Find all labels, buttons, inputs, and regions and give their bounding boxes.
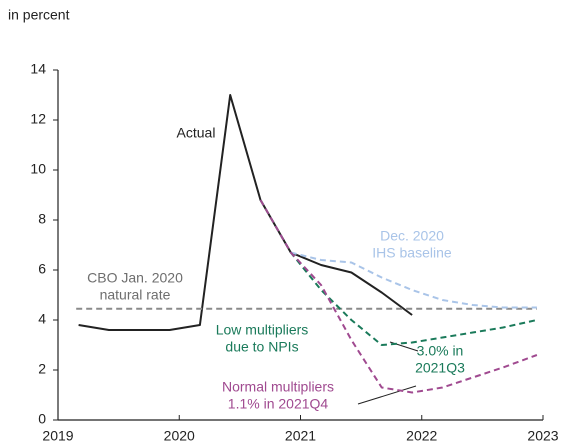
annotation: 2021Q3	[415, 360, 465, 376]
annotation: Normal multipliers	[222, 379, 334, 395]
y-tick-label: 10	[30, 161, 46, 177]
y-tick-label: 4	[38, 311, 46, 327]
annotation: 3.0% in	[417, 343, 464, 359]
x-tick-label: 2022	[406, 428, 437, 444]
annotation: 1.1% in 2021Q4	[228, 396, 329, 412]
y-tick-label: 14	[30, 61, 46, 77]
annotation: natural rate	[100, 287, 171, 303]
x-tick-label: 2020	[164, 428, 195, 444]
series-line	[259, 199, 538, 394]
y-tick-label: 12	[30, 111, 46, 127]
annotation: IHS baseline	[372, 245, 452, 261]
y-tick-label: 0	[38, 411, 46, 427]
axis-label: in percent	[8, 7, 70, 23]
leader-line	[357, 385, 417, 405]
y-tick-label: 6	[38, 261, 46, 277]
annotation: due to NPIs	[225, 339, 298, 355]
series-line	[290, 251, 537, 309]
series-line	[259, 199, 538, 346]
y-tick-label: 2	[38, 361, 46, 377]
x-tick-label: 2019	[42, 428, 73, 444]
x-tick-label: 2021	[285, 428, 316, 444]
y-tick-label: 8	[38, 211, 46, 227]
x-tick-label: 2023	[527, 428, 558, 444]
annotation: Low multipliers	[216, 322, 309, 338]
annotation: CBO Jan. 2020	[87, 270, 183, 286]
series-line	[78, 94, 413, 331]
annotation: Dec. 2020	[380, 228, 444, 244]
annotation: Actual	[177, 125, 216, 141]
